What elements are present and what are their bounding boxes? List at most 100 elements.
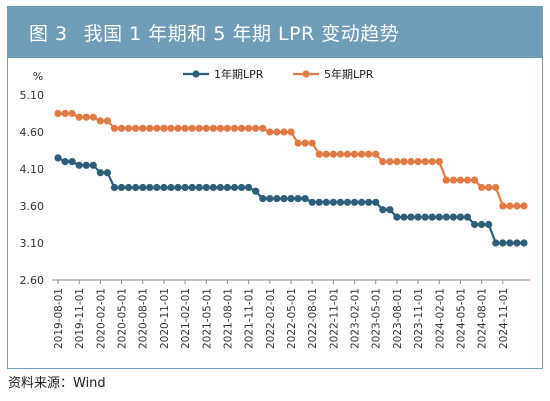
data-point-0 (428, 213, 436, 221)
data-point-1 (336, 150, 345, 158)
data-point-1 (365, 150, 373, 158)
data-point-0 (400, 213, 408, 221)
data-point-0 (167, 183, 175, 192)
data-point-0 (407, 213, 415, 221)
data-point-0 (146, 183, 154, 192)
x-tick-label: 2021-02-01 (180, 288, 192, 349)
data-point-1 (499, 202, 507, 210)
data-point-1 (146, 124, 154, 132)
data-point-0 (160, 183, 168, 192)
data-point-0 (442, 213, 450, 221)
data-point-1 (322, 150, 330, 158)
data-point-1 (139, 124, 147, 132)
data-point-0 (153, 183, 161, 192)
data-point-1 (252, 124, 260, 132)
data-point-1 (315, 150, 323, 158)
data-point-0 (82, 161, 90, 169)
x-tick-label: 2021-11-01 (244, 288, 256, 349)
x-tick-label: 2020-02-01 (95, 288, 107, 349)
data-point-0 (230, 183, 239, 192)
data-point-1 (259, 124, 267, 132)
data-point-0 (174, 183, 182, 192)
data-point-1 (110, 124, 119, 132)
data-point-0 (329, 198, 337, 206)
data-point-1 (230, 124, 239, 132)
data-point-1 (449, 176, 457, 184)
data-point-0 (315, 198, 323, 206)
data-point-1 (117, 124, 126, 132)
data-point-0 (216, 183, 224, 192)
data-point-0 (245, 183, 253, 192)
data-point-1 (167, 124, 175, 132)
y-tick-label: 3.10 (20, 237, 45, 250)
chart-title-bar: 图 3 我国 1 年期和 5 年期 LPR 变动趋势 (7, 6, 543, 58)
data-point-1 (506, 202, 514, 210)
data-point-0 (195, 183, 203, 192)
data-point-0 (287, 195, 295, 203)
x-tick-label: 2024-08-01 (477, 288, 489, 349)
data-point-0 (506, 239, 514, 247)
data-point-1 (209, 124, 217, 132)
data-point-1 (96, 117, 104, 125)
data-point-0 (350, 198, 359, 206)
data-point-0 (61, 158, 69, 166)
data-point-0 (449, 213, 457, 221)
data-point-0 (252, 187, 260, 195)
data-point-0 (322, 198, 330, 206)
data-point-0 (294, 195, 302, 203)
data-point-0 (485, 220, 493, 229)
data-point-0 (470, 220, 479, 229)
data-point-0 (308, 198, 316, 206)
legend-label-0: 1年期LPR (214, 67, 264, 81)
data-point-1 (350, 150, 359, 158)
data-point-0 (223, 183, 232, 192)
data-point-1 (223, 124, 232, 132)
data-point-0 (386, 206, 394, 214)
data-point-0 (237, 183, 246, 192)
data-point-0 (492, 239, 500, 247)
data-point-0 (301, 195, 309, 203)
data-point-1 (68, 109, 76, 118)
data-point-0 (456, 213, 465, 221)
data-point-1 (485, 183, 493, 192)
data-point-1 (294, 139, 302, 147)
data-point-1 (358, 150, 366, 158)
data-point-1 (82, 113, 90, 121)
figure-label: 图 3 (29, 22, 68, 45)
data-point-0 (463, 213, 472, 221)
data-point-0 (202, 183, 210, 192)
x-tick-label: 2021-05-01 (201, 288, 213, 349)
x-tick-label: 2019-11-01 (74, 288, 86, 349)
data-point-1 (372, 150, 380, 158)
data-point-0 (96, 169, 104, 177)
data-point-0 (89, 161, 97, 169)
x-tick-label: 2024-05-01 (455, 288, 467, 349)
data-point-0 (103, 169, 112, 177)
data-point-0 (372, 198, 380, 206)
data-point-1 (237, 124, 246, 132)
data-point-1 (435, 158, 443, 166)
data-point-0 (273, 195, 281, 203)
data-point-0 (259, 195, 267, 203)
data-point-0 (68, 158, 76, 166)
x-tick-label: 2023-11-01 (413, 288, 425, 349)
x-tick-label: 2022-11-01 (328, 288, 340, 349)
data-point-0 (209, 183, 217, 192)
data-point-0 (336, 198, 345, 206)
y-tick-label: 4.10 (20, 163, 45, 176)
data-point-1 (414, 158, 422, 166)
y-tick-label: 5.10 (20, 89, 45, 102)
data-point-1 (428, 158, 436, 166)
data-point-1 (160, 124, 168, 132)
data-point-1 (216, 124, 224, 132)
data-point-0 (125, 183, 133, 192)
data-point-1 (103, 117, 112, 125)
x-tick-label: 2023-02-01 (350, 288, 362, 349)
data-point-1 (195, 124, 203, 132)
data-point-0 (520, 239, 528, 247)
chart-title: 我国 1 年期和 5 年期 LPR 变动趋势 (83, 22, 400, 45)
data-point-1 (492, 183, 500, 192)
x-tick-label: 2020-05-01 (117, 288, 129, 349)
data-point-1 (520, 202, 528, 210)
